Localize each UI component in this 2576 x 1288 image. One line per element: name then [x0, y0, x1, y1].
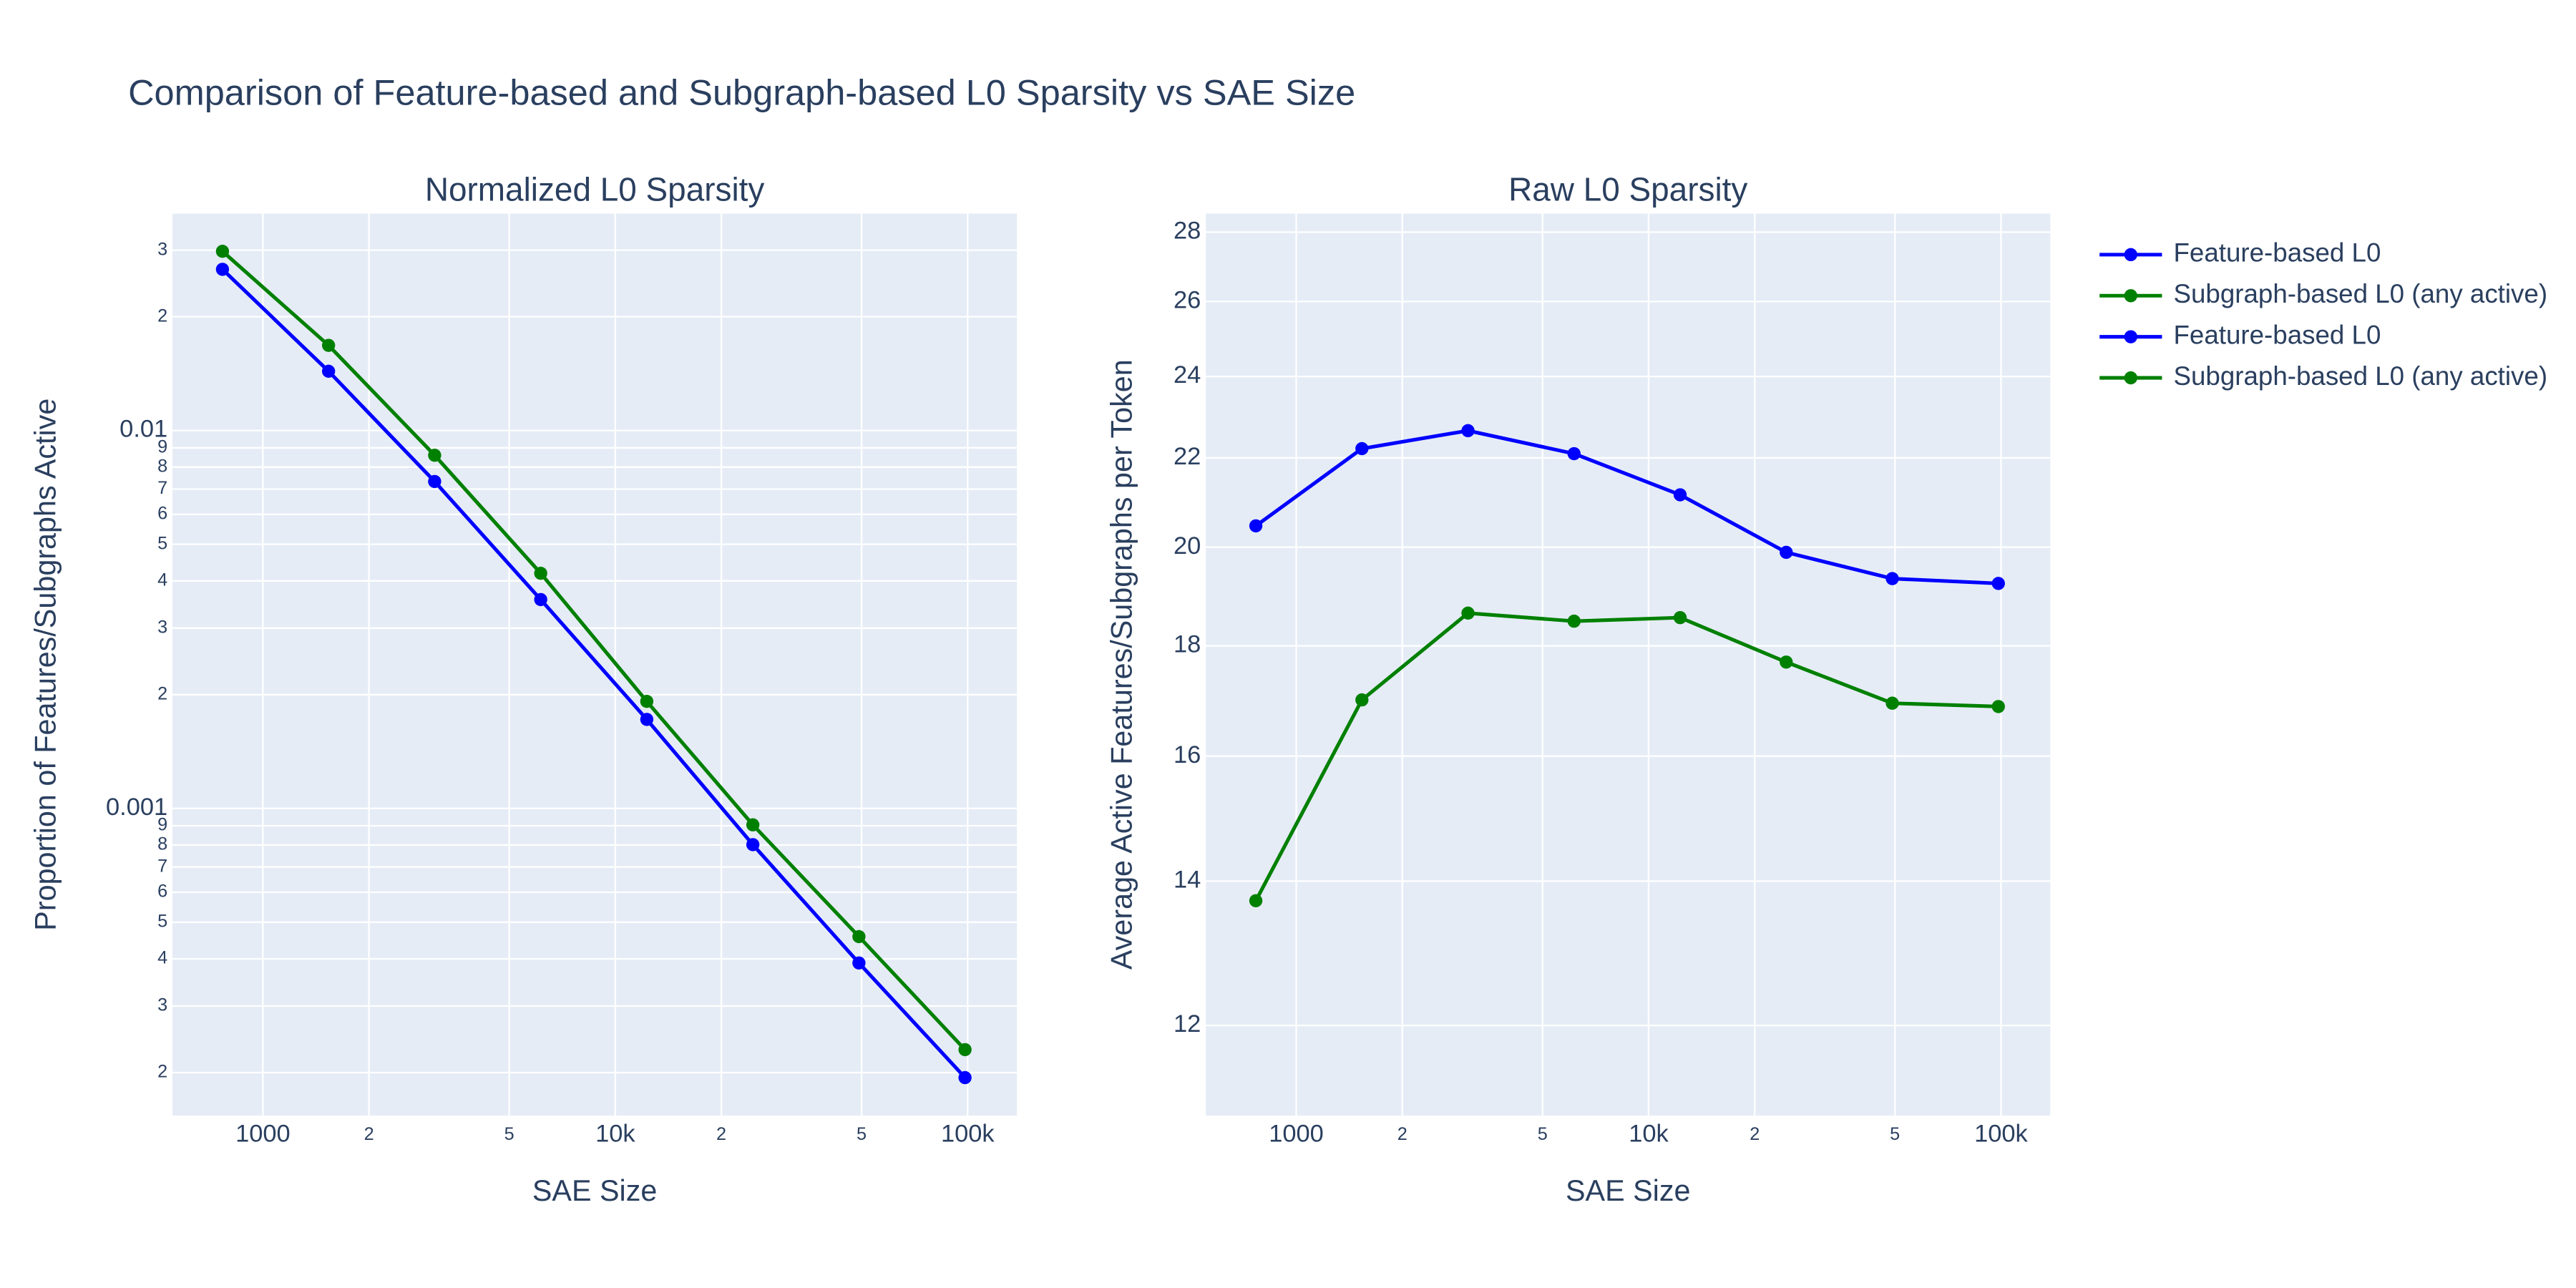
y-tick-label: 12: [1174, 1010, 1201, 1038]
figure-title: Comparison of Feature-based and Subgraph…: [128, 72, 1355, 113]
data-point: [1991, 700, 2005, 713]
legend-label: Feature-based L0: [2174, 320, 2381, 349]
y-tick-label: 7: [157, 856, 167, 876]
y-tick-label: 8: [157, 457, 167, 477]
data-point: [534, 566, 547, 580]
x-tick-label: 5: [1538, 1124, 1548, 1144]
x-tick-label: 2: [364, 1124, 374, 1144]
subplot-title: Normalized L0 Sparsity: [425, 171, 765, 208]
data-point: [640, 694, 654, 708]
data-point: [321, 364, 336, 378]
data-point: [215, 263, 230, 276]
legend-marker: [2124, 371, 2137, 385]
x-tick-label: 10k: [1629, 1121, 1669, 1148]
data-point: [1885, 696, 1899, 710]
data-point: [1780, 655, 1793, 669]
x-axis-label: SAE Size: [1566, 1174, 1691, 1207]
data-point: [1567, 614, 1581, 628]
y-tick-label: 5: [157, 533, 167, 553]
data-point: [428, 449, 441, 462]
data-point: [958, 1043, 972, 1057]
data-point: [852, 930, 866, 944]
y-tick-label: 2: [157, 1062, 167, 1082]
y-tick-label: 28: [1174, 217, 1201, 244]
series-line: [221, 268, 967, 1079]
x-tick-label: 5: [1890, 1124, 1900, 1144]
data-point: [1249, 519, 1263, 533]
y-tick-label: 18: [1174, 631, 1201, 658]
data-point: [852, 956, 866, 970]
data-point: [1673, 488, 1687, 502]
data-point: [746, 818, 760, 831]
series-line: [221, 250, 967, 1051]
x-tick-label: 1000: [235, 1121, 291, 1148]
x-tick-label: 5: [504, 1124, 514, 1144]
y-tick-label: 16: [1174, 741, 1201, 769]
legend-label: Subgraph-based L0 (any active): [2174, 279, 2548, 308]
data-point: [1461, 424, 1475, 438]
y-tick-label: 6: [157, 503, 167, 523]
data-point: [1885, 572, 1899, 585]
x-tick-label: 10k: [595, 1121, 635, 1148]
data-point: [428, 474, 441, 489]
y-tick-label: 4: [157, 570, 167, 590]
data-point: [1249, 894, 1263, 907]
subplot-title: Raw L0 Sparsity: [1508, 171, 1747, 208]
x-tick-label: 2: [716, 1124, 726, 1144]
y-axis-label: Average Active Features/Subgraphs per To…: [1105, 359, 1138, 970]
legend-label: Feature-based L0: [2174, 238, 2381, 268]
y-tick-label: 22: [1174, 443, 1201, 470]
data-point: [1355, 693, 1369, 707]
data-point: [1567, 447, 1581, 461]
y-axis-label: Proportion of Features/Subgraphs Active: [29, 399, 62, 931]
series-line: [1254, 611, 1999, 902]
x-axis-label: SAE Size: [532, 1174, 658, 1207]
y-tick-label: 3: [157, 239, 167, 259]
data-point: [958, 1070, 972, 1085]
data-point: [215, 245, 230, 258]
y-tick-label: 0.01: [119, 416, 167, 443]
data-point: [640, 713, 654, 726]
data-point: [1461, 606, 1475, 620]
y-tick-label: 9: [157, 436, 167, 457]
series-line: [1254, 429, 1999, 585]
data-point: [1780, 545, 1793, 560]
x-tick-label: 2: [1397, 1124, 1407, 1144]
y-tick-label: 4: [157, 948, 167, 968]
y-tick-label: 5: [157, 911, 167, 931]
y-tick-label: 2: [157, 683, 167, 703]
y-tick-label: 9: [157, 815, 167, 835]
y-tick-label: 20: [1174, 532, 1201, 560]
y-tick-label: 8: [157, 834, 167, 854]
y-tick-label: 2: [157, 306, 167, 326]
data-point: [746, 838, 760, 852]
legend-marker: [2124, 289, 2137, 303]
plot-area: [1206, 213, 2051, 1116]
y-tick-label: 3: [157, 995, 167, 1015]
plot-area: [172, 213, 1018, 1116]
x-tick-label: 1000: [1269, 1121, 1324, 1148]
y-tick-label: 7: [157, 478, 167, 498]
legend-marker: [2124, 248, 2137, 262]
data-point: [1673, 610, 1687, 625]
data-point: [1991, 577, 2005, 590]
legend-label: Subgraph-based L0 (any active): [2174, 361, 2548, 391]
y-tick-label: 26: [1174, 286, 1201, 313]
x-tick-label: 5: [857, 1124, 867, 1144]
x-tick-label: 100k: [941, 1121, 995, 1148]
y-tick-label: 0.001: [106, 794, 167, 821]
x-tick-label: 2: [1750, 1124, 1760, 1144]
legend-marker: [2124, 330, 2137, 343]
x-tick-label: 100k: [1974, 1121, 2028, 1148]
y-tick-label: 6: [157, 882, 167, 902]
data-point: [1355, 441, 1369, 456]
y-tick-label: 14: [1174, 866, 1201, 893]
data-point: [534, 592, 547, 607]
y-tick-label: 3: [157, 617, 167, 637]
data-point: [321, 338, 336, 352]
y-tick-label: 24: [1174, 361, 1201, 389]
